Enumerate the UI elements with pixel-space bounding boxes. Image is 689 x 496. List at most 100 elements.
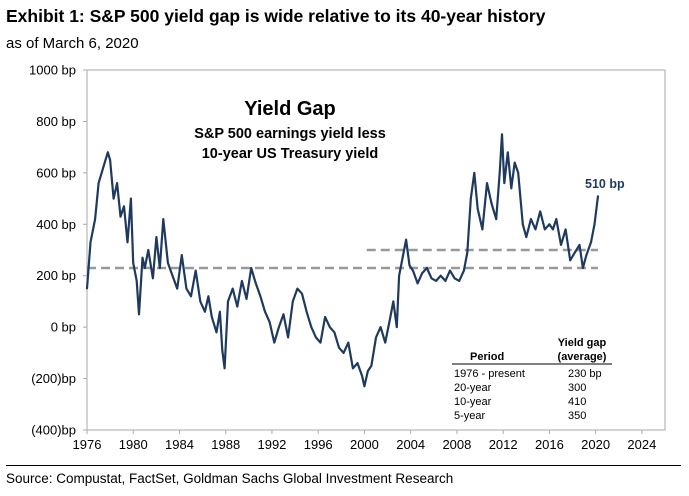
x-tick-label: 2000: [350, 437, 379, 452]
series-point: [210, 316, 213, 318]
series-point: [315, 336, 317, 339]
series-point: [498, 172, 501, 174]
series-point: [152, 277, 154, 280]
series-point: [273, 341, 276, 344]
series-point: [525, 236, 528, 239]
table-header-period: Period: [470, 351, 504, 363]
series-point: [342, 352, 345, 354]
series-point: [361, 375, 363, 377]
series-point: [439, 274, 442, 277]
series-point: [223, 367, 226, 370]
chart-title: Yield Gap: [244, 98, 336, 120]
series-point: [130, 197, 132, 200]
series-point: [539, 210, 542, 213]
series-point: [147, 249, 150, 251]
series-point: [453, 277, 456, 280]
table-row-value: 410: [568, 396, 586, 408]
series-point: [143, 267, 146, 269]
series-point: [123, 205, 125, 208]
source-divider: [6, 465, 681, 466]
series-point: [449, 269, 451, 272]
series-point: [517, 172, 520, 174]
y-tick-label: 800 bp: [36, 114, 76, 129]
series-point: [564, 228, 567, 231]
series-point: [250, 267, 253, 269]
series-point: [185, 287, 188, 290]
series-point: [126, 241, 129, 244]
series-point: [555, 218, 558, 221]
x-tick-label: 1980: [119, 437, 148, 452]
series-point: [367, 370, 369, 372]
chart-subtitle-line-2: 10-year US Treasury yield: [202, 146, 379, 162]
series-point: [521, 223, 524, 226]
series-point: [552, 228, 554, 231]
series-point: [530, 218, 532, 221]
series-point: [119, 215, 122, 218]
y-tick-label: (200)bp: [31, 371, 76, 386]
series-point: [481, 228, 484, 231]
series-point: [352, 367, 354, 370]
series-point: [319, 341, 322, 344]
table-row-period: 1976 - present: [454, 368, 525, 380]
series-point: [560, 244, 562, 246]
series-point: [106, 151, 109, 154]
table-row-period: 5-year: [454, 410, 486, 422]
series-point: [486, 182, 488, 185]
series-point: [162, 218, 165, 221]
series-point: [473, 172, 476, 174]
series-point: [310, 326, 313, 328]
y-tick-label: 400 bp: [36, 217, 76, 232]
series-point: [370, 364, 373, 367]
series-point: [548, 223, 551, 226]
series-point: [116, 182, 118, 185]
series-point: [236, 305, 239, 308]
series-point: [435, 280, 437, 282]
series-point: [569, 259, 572, 262]
x-tick-label: 1988: [211, 437, 240, 452]
series-point: [375, 336, 377, 339]
series-point: [573, 251, 576, 254]
x-tick-label: 2024: [627, 437, 656, 452]
series-point: [241, 280, 243, 282]
series-point: [171, 274, 174, 277]
series-point: [291, 300, 294, 303]
series-point: [444, 280, 447, 282]
series-point: [466, 251, 469, 254]
series-point: [585, 254, 588, 256]
series-point: [458, 280, 461, 282]
series-point: [412, 269, 414, 272]
series-point: [207, 295, 210, 298]
series-point: [582, 267, 584, 269]
series-line-yield-gap: [85, 133, 600, 388]
averages-table: Yield gap (average) Period 1976 - presen…: [452, 337, 612, 422]
series-point: [416, 282, 419, 285]
series-points: [86, 133, 599, 388]
series-point: [102, 166, 105, 169]
series-point: [503, 182, 506, 185]
series-point: [141, 256, 144, 259]
series-point: [513, 161, 516, 164]
series-point: [138, 313, 140, 316]
series-point: [204, 310, 206, 313]
x-axis: 1976 1980 1984 1988 1992 1996 2000 2004 2008 2012…: [73, 430, 656, 452]
series-point: [155, 236, 158, 239]
y-tick-label: (400)bp: [31, 423, 76, 438]
series-point: [469, 197, 472, 200]
series-point: [426, 267, 428, 269]
series-point: [333, 331, 336, 334]
table-row-value: 300: [568, 382, 586, 394]
series-point: [86, 287, 88, 290]
series-point: [227, 300, 229, 303]
series-point: [219, 310, 221, 313]
series-point: [356, 362, 359, 364]
series-point: [167, 262, 169, 264]
y-tick-label: 600 bp: [36, 165, 76, 180]
y-tick-label: 200 bp: [36, 268, 76, 283]
table-row-value: 230 bp: [568, 368, 602, 380]
series-point: [392, 300, 395, 303]
series-point: [135, 280, 138, 282]
series-point: [476, 208, 479, 210]
series-point: [282, 313, 285, 316]
series-point: [296, 287, 299, 290]
